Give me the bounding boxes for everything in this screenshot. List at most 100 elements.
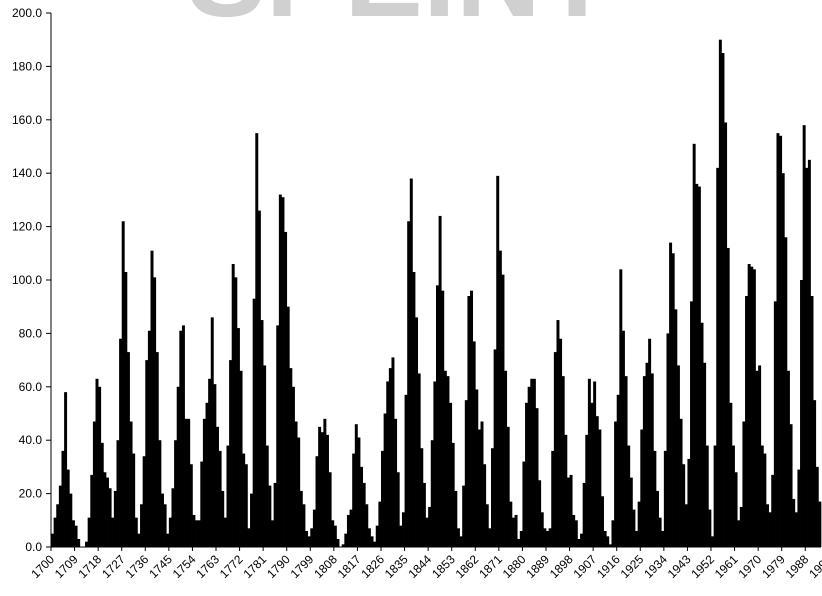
x-tick-label: 1898 bbox=[547, 552, 576, 581]
x-tick-label: 1808 bbox=[311, 552, 340, 581]
bar-1979 bbox=[781, 173, 785, 547]
bar-1707 bbox=[69, 493, 73, 547]
bar-1809 bbox=[336, 538, 340, 547]
bar-1975 bbox=[771, 474, 775, 547]
x-tick-label: 1970 bbox=[735, 552, 764, 581]
bar-1789 bbox=[284, 231, 288, 547]
bar-1871 bbox=[498, 250, 502, 547]
bar-1718 bbox=[98, 386, 102, 547]
bar-1767 bbox=[226, 445, 230, 547]
bar-1840 bbox=[417, 373, 421, 547]
bar-1917 bbox=[619, 269, 623, 547]
bar-1762 bbox=[213, 384, 217, 547]
bar-1926 bbox=[642, 376, 646, 547]
bar-1845 bbox=[430, 440, 434, 547]
x-tick-label: 1844 bbox=[405, 552, 434, 581]
bar-1801 bbox=[315, 456, 319, 547]
x-tick-label: 1853 bbox=[429, 552, 458, 581]
bar-1936 bbox=[669, 242, 673, 547]
bar-1806 bbox=[328, 472, 332, 547]
bar-1925 bbox=[640, 429, 644, 547]
x-tick-label: 1772 bbox=[217, 552, 246, 581]
bar-1754 bbox=[192, 514, 196, 547]
bar-1950 bbox=[705, 445, 709, 547]
bar-1929 bbox=[650, 373, 654, 547]
bar-1771 bbox=[236, 328, 240, 547]
bar-1960 bbox=[731, 445, 735, 547]
x-tick-label: 1871 bbox=[476, 552, 505, 581]
bar-1909 bbox=[598, 429, 602, 547]
x-tick-label: 1961 bbox=[712, 552, 741, 581]
bar-1849 bbox=[441, 290, 445, 547]
bar-1932 bbox=[658, 517, 662, 547]
bar-1848 bbox=[438, 215, 442, 548]
bar-1968 bbox=[752, 269, 756, 547]
bar-1729 bbox=[126, 352, 130, 547]
bar-1889 bbox=[546, 530, 549, 547]
x-tick-label: 1709 bbox=[52, 552, 81, 581]
bar-1857 bbox=[462, 485, 466, 547]
bar-1974 bbox=[768, 512, 772, 547]
bar-1912 bbox=[606, 536, 610, 547]
y-tick-label: 40.0 bbox=[19, 433, 43, 447]
bar-1944 bbox=[690, 301, 694, 547]
bar-1721 bbox=[106, 477, 109, 547]
bar-1814 bbox=[349, 509, 353, 547]
bar-1819 bbox=[362, 482, 366, 547]
bar-1934 bbox=[663, 450, 667, 547]
bar-1797 bbox=[305, 530, 309, 547]
bar-1760 bbox=[208, 378, 212, 547]
bar-1945 bbox=[692, 143, 696, 547]
bar-1899 bbox=[572, 514, 576, 547]
bar-1838 bbox=[412, 271, 416, 547]
bar-1983 bbox=[792, 498, 796, 547]
bar-1961 bbox=[734, 472, 738, 547]
x-tick-label: 1700 bbox=[28, 552, 57, 581]
bar-1890 bbox=[548, 528, 552, 547]
bar-1831 bbox=[394, 418, 398, 547]
bar-1813 bbox=[346, 514, 350, 547]
bar-1921 bbox=[629, 477, 633, 547]
bar-1764 bbox=[218, 450, 222, 547]
bar-1884 bbox=[532, 378, 536, 547]
bar-1947 bbox=[697, 186, 701, 548]
bar-1703 bbox=[58, 485, 62, 547]
bar-1732 bbox=[134, 517, 138, 547]
bar-1980 bbox=[784, 237, 788, 547]
bar-1878 bbox=[517, 538, 521, 547]
y-tick-label: 160.0 bbox=[12, 113, 42, 127]
bar-1869 bbox=[493, 349, 497, 547]
bar-1891 bbox=[551, 450, 555, 547]
bar-1972 bbox=[763, 453, 767, 547]
x-tick-label: 1763 bbox=[193, 552, 222, 581]
bar-1816 bbox=[354, 424, 358, 547]
x-tick-label: 1862 bbox=[453, 552, 482, 581]
bar-1769 bbox=[231, 263, 235, 547]
bar-1904 bbox=[585, 434, 589, 547]
bar-1736 bbox=[145, 360, 149, 547]
bar-1981 bbox=[786, 370, 790, 547]
bar-1846 bbox=[433, 381, 437, 547]
bar-1954 bbox=[716, 167, 720, 548]
bar-1870 bbox=[496, 175, 500, 547]
bar-1860 bbox=[470, 290, 474, 547]
bar-1728 bbox=[124, 271, 128, 547]
bar-1740 bbox=[155, 352, 159, 547]
bar-1861 bbox=[472, 341, 476, 547]
bar-1965 bbox=[745, 296, 749, 547]
y-tick-label: 20.0 bbox=[19, 487, 43, 501]
bar-1714 bbox=[87, 517, 91, 547]
bar-1984 bbox=[794, 512, 798, 547]
bar-1971 bbox=[760, 445, 764, 547]
bar-1863 bbox=[477, 429, 481, 547]
x-tick-label: 1799 bbox=[288, 552, 317, 581]
bar-1990 bbox=[810, 296, 814, 547]
bar-1803 bbox=[320, 432, 324, 547]
bar-1766 bbox=[223, 517, 227, 547]
bar-1833 bbox=[399, 525, 403, 547]
bar-1952 bbox=[711, 536, 714, 547]
bar-1750 bbox=[181, 325, 185, 547]
bar-1842 bbox=[422, 482, 426, 547]
y-tick-label: 60.0 bbox=[19, 380, 43, 394]
x-tick-label: 1754 bbox=[170, 552, 199, 581]
